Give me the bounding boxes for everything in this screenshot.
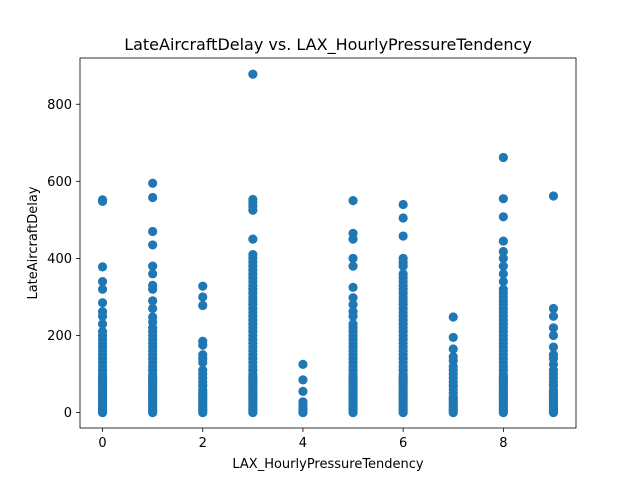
y-tick-label: 400 [47,252,72,267]
y-tick-label: 0 [64,406,72,421]
data-point [398,199,408,210]
x-tick-label: 2 [199,436,207,451]
data-point [298,386,308,396]
data-point [198,365,208,375]
y-axis-label: LateAircraftDelay [26,186,41,299]
data-point [498,253,508,264]
data-point [148,312,158,322]
x-axis-ticks: 0 2 4 6 8 [98,428,507,451]
data-point [298,397,308,407]
x-tick-label: 0 [98,436,106,451]
data-point [97,307,108,317]
data-point [148,280,158,290]
data-point [348,307,358,317]
data-point [498,236,508,246]
data-point [298,359,308,370]
data-point [548,303,559,314]
data-point [148,178,158,188]
data-point [148,303,158,314]
data-point [348,228,358,238]
data-point [498,284,508,294]
data-point [298,375,308,385]
data-point [198,336,208,346]
data-point [548,350,559,360]
x-tick-label: 4 [299,436,307,451]
data-point [97,195,108,205]
x-axis-label: LAX_HourlyPressureTendency [232,457,424,472]
x-tick-label: 6 [399,436,407,451]
data-point [498,269,508,279]
data-point [248,249,258,260]
data-point [498,261,508,271]
data-point [97,276,108,287]
data-point [198,350,208,360]
data-point [97,298,108,308]
data-point [448,352,458,362]
y-tick-label: 600 [47,175,72,190]
data-point [548,311,559,321]
data-point [348,319,358,329]
data-point [198,281,208,291]
data-point [97,284,108,294]
data-point [548,323,559,333]
y-tick-label: 800 [47,98,72,113]
data-point [148,240,158,250]
data-point [498,152,508,163]
plot-frame [79,57,577,429]
data-point [548,191,559,201]
data-point [248,194,258,205]
data-point [448,332,458,343]
data-point [148,192,158,203]
data-point [398,269,408,279]
data-point [398,253,408,264]
x-tick-label: 8 [499,436,507,451]
data-point [348,253,358,264]
data-point [148,261,158,271]
data-point [448,312,458,322]
data-point [548,342,559,352]
data-point [398,213,408,223]
data-point [248,69,258,79]
data-point [348,196,358,206]
data-point [498,246,508,257]
data-point [198,300,208,311]
chart-title: LateAircraftDelay vs. LAX_HourlyPressure… [124,35,532,55]
data-point [148,226,158,237]
data-point [97,319,108,329]
data-point [348,261,358,271]
data-point [348,293,358,303]
y-axis-ticks: 0 200 400 600 800 [47,98,80,421]
data-point [498,276,508,287]
data-point [448,344,458,354]
data-point [148,269,158,279]
data-point [498,194,508,204]
data-point [498,212,508,222]
data-point [348,300,358,310]
points-layer [97,69,559,418]
data-point [398,231,408,241]
data-point [97,262,108,272]
data-point [97,327,108,337]
data-point [548,330,559,341]
y-tick-label: 200 [47,329,72,344]
data-point [348,282,358,292]
data-point [248,234,258,244]
data-point [148,296,158,306]
data-point [198,292,208,302]
